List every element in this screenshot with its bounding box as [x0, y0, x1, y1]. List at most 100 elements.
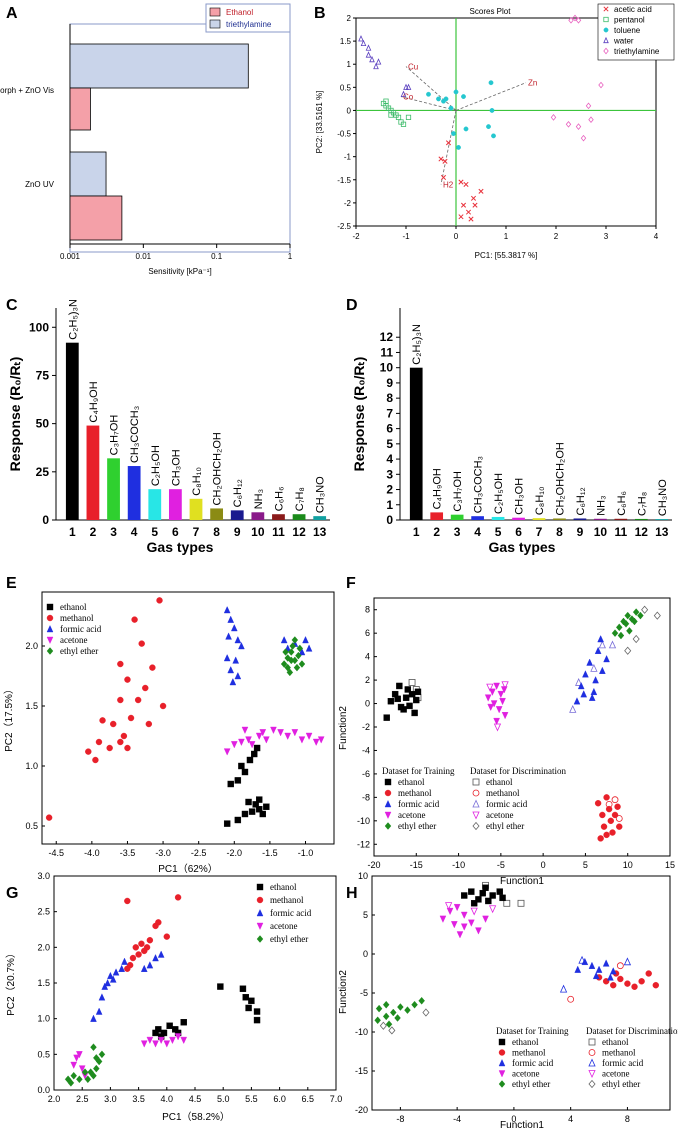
point-methanol — [156, 597, 163, 604]
point-methanol — [155, 919, 162, 926]
y-tick-label: 0 — [365, 699, 370, 709]
y-tick-label-b: 0 — [347, 106, 352, 115]
point-formic-acid — [234, 672, 242, 680]
bar-formula-label: C₄H₉OH — [88, 381, 100, 422]
point-b-toluene — [453, 89, 459, 95]
disc-point-acetone — [486, 683, 494, 692]
point-b-toluene — [448, 105, 454, 111]
y-tick-label: -8 — [362, 792, 370, 802]
legend-label-training: methanol — [398, 788, 432, 798]
point-b-triethylamine — [598, 81, 604, 89]
point-b-pentanol — [393, 112, 399, 118]
legend-a: Ethanol triethylamine — [205, 3, 291, 33]
x-tick-label: 6 — [515, 525, 522, 539]
y-axis-title-g: PC2（20.7%） — [5, 948, 17, 1016]
point-b-triethylamine — [588, 116, 594, 124]
point-formic-acid — [157, 950, 165, 958]
point-formic-acid — [603, 655, 610, 663]
loading-label-co: Co — [403, 93, 414, 102]
point-formic-acid — [104, 979, 111, 987]
point-ethyl-ether — [617, 631, 625, 640]
point-ethyl-ether — [76, 1075, 83, 1084]
x-tick-label: 4 — [131, 525, 138, 539]
legend-box-b — [597, 3, 675, 61]
disc-point-acetone — [470, 907, 478, 916]
x-tick-label-b: 1 — [504, 232, 509, 241]
legend-marker-discrimination — [472, 789, 480, 797]
point-ethyl-ether — [418, 996, 425, 1005]
point-ethanol — [397, 703, 405, 711]
point-acetone — [270, 726, 277, 734]
point-ethanol — [406, 702, 413, 710]
bar-formula-label: C₆H₁₂ — [575, 487, 587, 515]
legend-label-training: ethyl ether — [512, 1079, 550, 1089]
x-tick-label: 7 — [193, 525, 200, 539]
point-methanol — [138, 640, 145, 647]
y-axis-title-c: Response (R₀/Rₜ) — [7, 357, 23, 472]
point-acetone — [284, 732, 292, 740]
legend-label-training: ethanol — [512, 1037, 539, 1047]
point-ethanol — [461, 892, 468, 899]
point-b-toluene — [488, 80, 494, 86]
y-tick-label-b: -1 — [344, 153, 352, 162]
point-methanol — [605, 805, 613, 813]
point-ethanol — [387, 698, 395, 705]
plot-frame-e — [41, 591, 335, 845]
point-methanol — [617, 975, 624, 983]
legend-label-b: pentanol — [614, 16, 645, 25]
legend-swatch-triethylamine — [209, 19, 221, 29]
bar-formula-label: C₆H₆ — [616, 491, 628, 516]
point-formic-acid — [597, 635, 604, 643]
disc-point-methanol — [616, 962, 624, 970]
point-methanol — [159, 702, 167, 710]
legend-marker-b — [603, 36, 609, 44]
point-ethyl-ether — [93, 1064, 100, 1073]
point-b-acetic-acid — [442, 158, 448, 164]
x-tick-label-b: 4 — [654, 232, 659, 241]
x-tick-label-a: 0.01 — [136, 252, 152, 261]
point-methanol — [174, 894, 182, 901]
bar-12 — [634, 518, 648, 520]
point-acetone — [140, 1040, 148, 1048]
point-acetone — [499, 698, 506, 706]
x-tick-label-b: -1 — [402, 232, 410, 241]
x-tick-label: 11 — [272, 525, 285, 539]
point-ethyl-ether — [284, 663, 291, 672]
point-ethyl-ether — [81, 1068, 89, 1076]
point-formic-acid — [98, 993, 106, 1001]
point-ethanol — [496, 888, 503, 895]
panel-label-g: G — [6, 885, 18, 902]
disc-point-acetone — [445, 902, 453, 911]
legend-label: acetone — [270, 921, 297, 931]
point-formic-acid — [152, 954, 159, 962]
bar-13 — [313, 516, 327, 520]
x-tick-label: -2.0 — [227, 848, 243, 858]
bar-a-triethylamine-0 — [69, 43, 249, 89]
point-ethanol — [414, 688, 422, 696]
legend-marker — [256, 883, 264, 891]
point-b-triethylamine — [585, 102, 592, 110]
point-formic-acid — [225, 632, 232, 640]
x-tick-label: -10 — [452, 860, 465, 870]
point-ethyl-ether — [93, 1054, 100, 1062]
x-tick-label-b: 3 — [604, 232, 609, 241]
point-ethanol — [248, 808, 256, 815]
point-b-acetic-acid — [463, 181, 469, 187]
point-b-toluene — [461, 94, 466, 99]
y-tick-label: 9 — [386, 376, 393, 390]
point-b-acetic-acid — [465, 209, 472, 215]
y-tick-label: 2.0 — [37, 942, 50, 952]
y-tick-label: -20 — [355, 1105, 368, 1115]
point-methanol — [129, 954, 137, 962]
point-acetone — [241, 726, 249, 734]
x-tick-label: -4.5 — [48, 848, 64, 858]
point-ethyl-ether — [390, 1008, 397, 1017]
point-formic-acid — [599, 666, 606, 674]
point-ethyl-ether — [296, 644, 304, 653]
point-b-acetic-acid — [460, 202, 467, 208]
bars-c: 02550751001C₂H₅)₃N2C₄H₉OH3C₃H₇OH4CH₃COCH… — [29, 299, 327, 539]
x-tick-label: 2.5 — [76, 1094, 89, 1104]
point-formic-acid — [594, 646, 602, 654]
point-formic-acid — [223, 654, 231, 662]
legend-swatch-ethanol — [209, 7, 221, 17]
